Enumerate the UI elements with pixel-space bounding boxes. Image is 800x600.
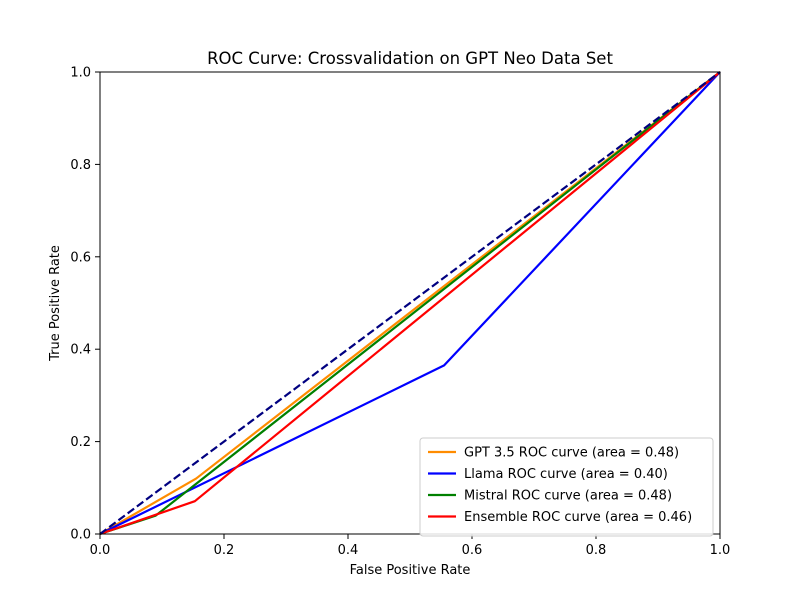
- legend-item: Mistral ROC curve (area = 0.48): [428, 489, 672, 504]
- x-tick-label: 0.8: [586, 543, 607, 558]
- y-tick-label: 1.0: [70, 66, 91, 81]
- legend-item: Llama ROC curve (area = 0.40): [428, 467, 668, 482]
- x-tick-label: 1.0: [710, 543, 731, 558]
- legend-box: [419, 437, 714, 537]
- x-axis: 0.0 0.2 0.4 0.6 0.8 1.0: [90, 534, 731, 558]
- chart-title: ROC Curve: Crossvalidation on GPT Neo Da…: [207, 49, 613, 68]
- legend-label: GPT 3.5 ROC curve (area = 0.48): [464, 446, 679, 461]
- x-tick-label: 0.0: [90, 543, 111, 558]
- legend-item: GPT 3.5 ROC curve (area = 0.48): [428, 446, 679, 461]
- chance-diagonal-line: [99, 71, 721, 535]
- roc-series-line-1: [99, 71, 721, 535]
- legend-label: Ensemble ROC curve (area = 0.46): [464, 510, 692, 525]
- x-tick-label: 0.2: [214, 543, 235, 558]
- y-axis: 0.0 0.2 0.4 0.6 0.8 1.0: [70, 66, 100, 543]
- y-axis-label: True Positive Rate: [48, 245, 63, 362]
- x-axis-label: False Positive Rate: [350, 563, 471, 578]
- legend-label: Llama ROC curve (area = 0.40): [464, 467, 668, 482]
- y-tick-label: 0.6: [70, 250, 91, 265]
- legend-item: Ensemble ROC curve (area = 0.46): [428, 510, 692, 525]
- plot-frame: [99, 71, 721, 535]
- x-tick-label: 0.6: [462, 543, 483, 558]
- y-tick-label: 0.4: [70, 343, 91, 358]
- series-group: [99, 71, 721, 536]
- roc-series-line-0: [99, 71, 721, 535]
- y-tick-label: 0.8: [70, 158, 91, 173]
- y-tick-label: 0.0: [70, 528, 91, 543]
- y-tick-label: 0.2: [70, 435, 91, 450]
- legend-label: Mistral ROC curve (area = 0.48): [464, 489, 672, 504]
- x-tick-label: 0.4: [338, 543, 359, 558]
- legend: GPT 3.5 ROC curve (area = 0.48) Llama ROC…: [419, 437, 714, 537]
- roc-series-line-3: [99, 71, 721, 536]
